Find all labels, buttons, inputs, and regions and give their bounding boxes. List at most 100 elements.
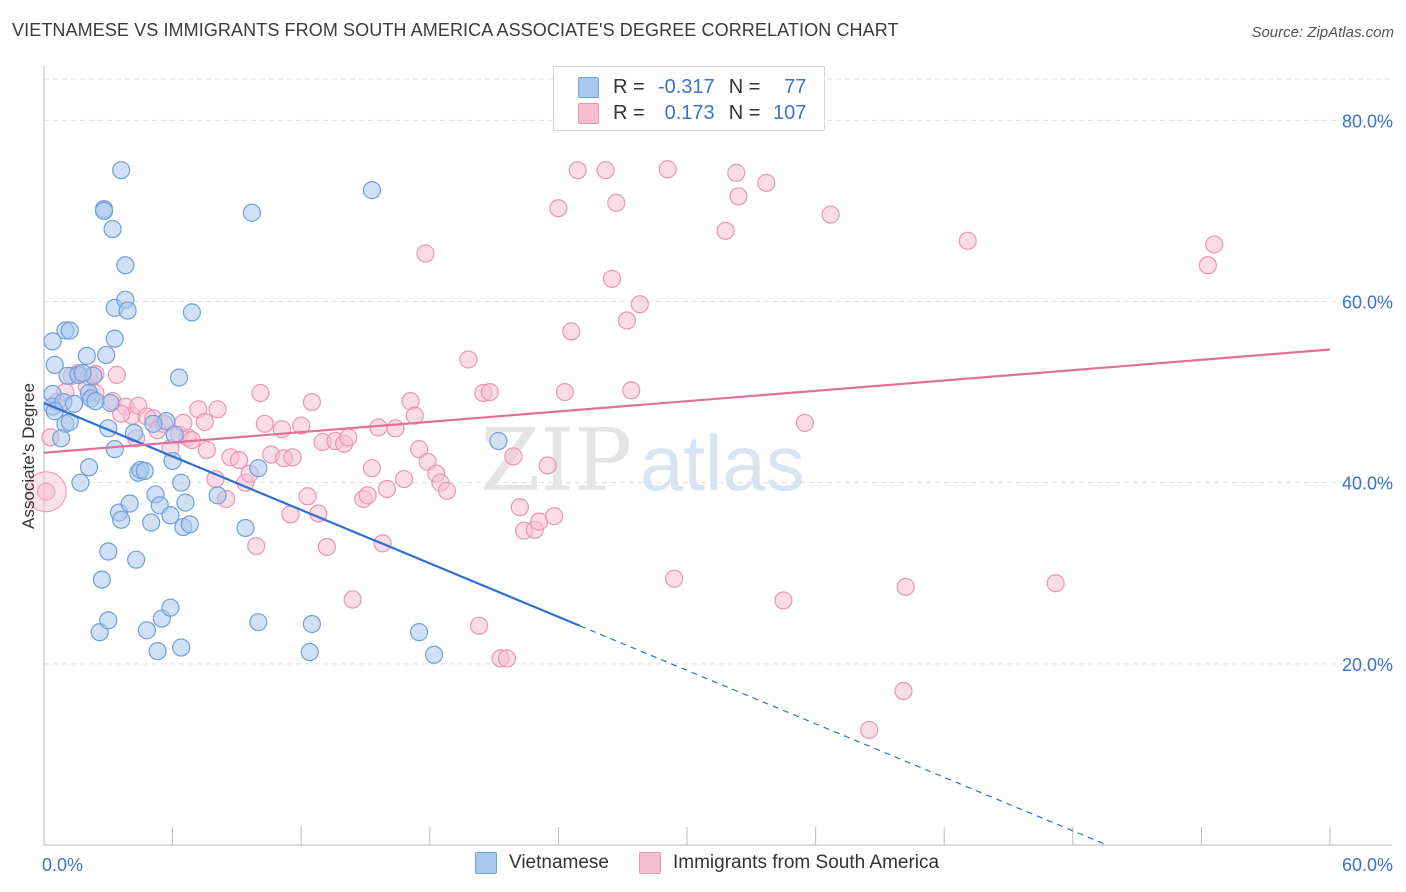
data-point <box>242 203 262 222</box>
data-point <box>135 461 154 480</box>
data-point <box>607 193 626 212</box>
y-tick-label: 80.0% <box>1342 111 1393 131</box>
data-point <box>665 569 684 588</box>
y-tick-label: 60.0% <box>1342 293 1393 313</box>
data-point <box>409 440 429 459</box>
data-point <box>729 187 748 206</box>
blue-trendline-extension <box>579 625 1106 845</box>
data-point <box>510 498 529 517</box>
data-point <box>172 638 191 657</box>
data-point <box>120 494 139 513</box>
watermark: ZIP atlas <box>480 411 804 511</box>
data-point <box>79 458 99 477</box>
legend-n-value: 107 <box>773 101 807 124</box>
data-point <box>317 537 337 557</box>
legend-n-value: 77 <box>784 75 807 98</box>
data-point <box>339 428 358 447</box>
data-point <box>229 450 249 470</box>
legend-swatch-pink <box>578 102 599 124</box>
data-point <box>386 419 405 438</box>
data-point <box>94 201 114 221</box>
data-point <box>437 481 457 500</box>
data-point <box>251 383 270 403</box>
data-point <box>302 392 322 412</box>
data-point <box>180 515 199 534</box>
data-point <box>176 493 195 512</box>
data-point <box>45 355 64 375</box>
data-point <box>469 616 489 635</box>
data-point <box>1205 235 1224 254</box>
data-point <box>99 611 118 630</box>
data-point <box>99 542 118 561</box>
data-point <box>622 381 641 400</box>
data-point <box>161 506 180 525</box>
data-point <box>362 180 382 200</box>
legend-r-label: R = <box>613 75 645 98</box>
data-point <box>409 623 429 642</box>
data-point <box>43 332 62 351</box>
data-point <box>658 160 677 179</box>
data-point <box>774 591 793 610</box>
data-point <box>165 425 184 444</box>
data-point <box>112 404 131 423</box>
data-point-cluster <box>25 471 67 513</box>
trendlines <box>43 348 1331 845</box>
data-point <box>197 440 216 460</box>
data-point <box>300 642 319 662</box>
data-point <box>860 720 879 740</box>
data-point <box>549 199 568 218</box>
data-point <box>112 161 131 180</box>
data-point <box>142 513 161 532</box>
bottom-legend: Vietnamese Immigrants from South America <box>475 852 969 874</box>
data-point <box>208 400 227 419</box>
data-point <box>161 598 180 617</box>
bottom-legend-label: Vietnamese <box>509 852 609 873</box>
legend-r-value: -0.317 <box>657 75 715 98</box>
data-point <box>92 570 111 589</box>
legend-r-label: R = <box>613 101 645 124</box>
data-point <box>568 161 587 180</box>
data-point <box>416 244 435 263</box>
data-point <box>236 518 255 538</box>
data-point <box>716 221 735 240</box>
data-point <box>86 392 105 411</box>
bottom-legend-swatch-blue <box>475 852 497 874</box>
legend-box: R = -0.317 N = 77 R = 0.173 N = 107 <box>553 66 825 131</box>
data-point <box>362 459 382 478</box>
data-point <box>405 406 424 425</box>
data-point <box>538 456 557 475</box>
data-point <box>71 473 90 492</box>
data-point <box>489 431 508 451</box>
data-point <box>112 510 131 529</box>
grid <box>44 78 1392 665</box>
data-point <box>182 303 201 322</box>
data-point <box>137 621 156 640</box>
data-point <box>144 414 163 433</box>
data-point <box>459 350 478 369</box>
data-point <box>127 550 146 569</box>
data-point <box>77 346 96 365</box>
data-point <box>283 448 302 467</box>
data-point <box>727 163 746 182</box>
legend-row-vietnamese: R = -0.317 N = 77 <box>578 75 806 99</box>
data-point <box>105 329 124 348</box>
data-point <box>169 368 189 387</box>
data-point <box>504 447 523 466</box>
bottom-legend-south-america: Immigrants from South America <box>639 852 939 874</box>
bottom-legend-swatch-pink <box>639 852 661 874</box>
data-point <box>821 205 840 224</box>
data-point <box>37 482 56 501</box>
data-point <box>894 681 913 701</box>
chart-title: VIETNAMESE VS IMMIGRANTS FROM SOUTH AMER… <box>12 20 899 40</box>
data-point <box>795 413 814 432</box>
pink-trendline <box>43 348 1331 454</box>
data-point <box>377 479 397 499</box>
data-point <box>596 161 615 180</box>
y-tick-label: 20.0% <box>1342 655 1393 675</box>
data-point <box>249 459 268 478</box>
blue-trendline <box>43 401 581 627</box>
data-point <box>298 487 317 506</box>
data-point <box>247 536 266 556</box>
data-point <box>195 412 214 432</box>
